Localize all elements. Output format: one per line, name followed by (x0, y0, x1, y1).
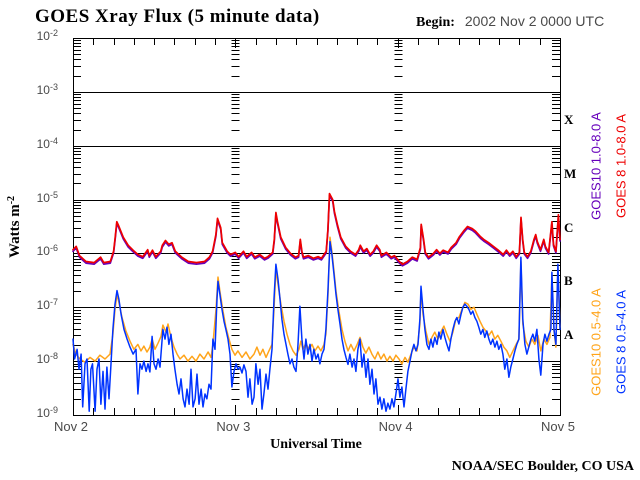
series-line-goes10-0-5-4-0-a (72, 236, 561, 365)
chart-title: GOES Xray Flux (5 minute data) (35, 6, 320, 27)
y-tick-label: 10-7 (36, 297, 58, 313)
series-line-goes-8-0-5-4-0-a (72, 240, 561, 412)
y-tick-label: 10-4 (36, 135, 58, 151)
flare-class-a: A (564, 327, 574, 343)
legend-label-goes-8-1-0-8-0-a: GOES 8 1.0-8.0 A (613, 113, 629, 219)
y-axis-title-text: Watts m (7, 204, 23, 259)
updated-caption: Updated2002 Nov 4 23:56:04 UTC (4, 459, 248, 480)
legend-label-goes10-0-5-4-0-a: GOES10 0.5-4.0 A (588, 288, 604, 396)
y-axis-title-exponent: -2 (6, 195, 17, 205)
begin-value: 2002 Nov 2 0000 UTC (464, 13, 605, 29)
y-tick-label: 10-2 (36, 28, 58, 43)
plot-border (73, 38, 561, 416)
flare-class-m: M (564, 165, 577, 181)
y-tick-label: 10-6 (36, 243, 58, 259)
series-line-goes-8-1-0-8-0-a (72, 192, 561, 266)
y-tick-label: 10-3 (36, 81, 58, 97)
flare-class-b: B (564, 273, 573, 289)
day-separator-ticks (231, 40, 403, 400)
y-tick-label: 10-9 (36, 405, 58, 420)
y-tick-label: 10-8 (36, 351, 58, 367)
begin-caption: Begin: 2002 Nov 2 0000 UTC (416, 13, 604, 31)
flare-class-c: C (564, 219, 574, 235)
legend-label-goes-8-0-5-4-0-a: GOES 8 0.5-4.0 A (613, 289, 629, 395)
series-line-goes10-1-0-8-0-a (72, 194, 561, 267)
legend-label-goes10-1-0-8-0-a: GOES10 1.0-8.0 A (588, 112, 604, 220)
updated-value: 2002 Nov 4 23:56:04 UTC (81, 477, 248, 480)
x-axis-title: Universal Time (270, 437, 362, 452)
axis-ticks (73, 38, 560, 415)
credit-text: NOAA/SEC Boulder, CO USA (451, 459, 634, 474)
x-tick-label: Nov 5 (541, 419, 575, 434)
y-tick-label: 10-5 (36, 189, 58, 205)
x-tick-label: Nov 3 (216, 419, 251, 434)
y-axis-title: Watts m-2 (6, 196, 24, 258)
x-tick-label: Nov 4 (378, 419, 413, 434)
flare-class-x: X (564, 111, 574, 127)
x-tick-label: Nov 2 (54, 419, 88, 434)
begin-label: Begin: (416, 15, 455, 30)
